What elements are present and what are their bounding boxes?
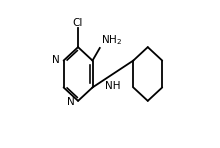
Text: NH$_2$: NH$_2$ (101, 33, 122, 47)
Text: Cl: Cl (73, 17, 83, 28)
Text: NH: NH (105, 81, 121, 91)
Text: N: N (67, 97, 74, 107)
Text: N: N (52, 55, 60, 65)
